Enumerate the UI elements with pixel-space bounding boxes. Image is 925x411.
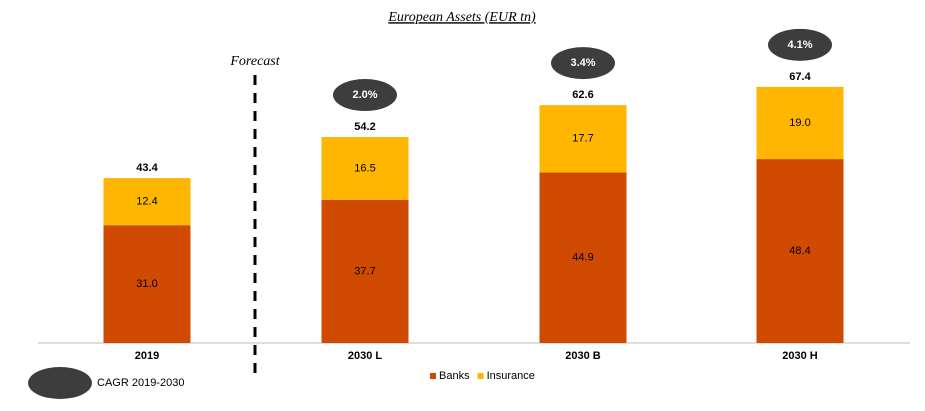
x-tick-label: 2030 B <box>565 350 601 362</box>
total-label: 54.2 <box>354 121 375 133</box>
cagr-bubble <box>333 79 397 112</box>
value-label: 37.7 <box>354 265 375 277</box>
total-label: 43.4 <box>136 162 158 174</box>
value-label: 19.0 <box>789 117 810 129</box>
x-tick-label: 2019 <box>135 350 159 362</box>
cagr-label: 4.1% <box>787 39 812 51</box>
cagr-bubble <box>551 47 615 80</box>
bar-segment <box>103 178 191 226</box>
legend-swatch <box>430 373 436 379</box>
legend-label: Insurance <box>487 370 535 382</box>
legend-label: Banks <box>439 370 470 382</box>
value-label: 31.0 <box>136 278 157 290</box>
value-label: 16.5 <box>354 162 375 174</box>
bar-segment <box>539 105 627 173</box>
value-label: 17.7 <box>572 133 593 145</box>
cagr-bubble <box>768 28 832 61</box>
total-label: 62.6 <box>572 89 593 101</box>
annotation: Forecast <box>229 54 280 69</box>
bar-segment <box>756 86 844 160</box>
cagr-label: 3.4% <box>570 57 595 69</box>
legend-swatch <box>477 373 484 379</box>
value-label: 44.9 <box>572 252 593 264</box>
x-tick-label: 2030 L <box>348 350 383 362</box>
value-label: 48.4 <box>789 245 810 257</box>
cagr-label: 2.0% <box>352 89 377 101</box>
value-label: 12.4 <box>136 196 157 208</box>
total-label: 67.4 <box>789 71 811 83</box>
bar-segment <box>103 225 191 343</box>
chart-title: European Assets (EUR tn) <box>387 10 536 25</box>
legend-label: CAGR 2019-2030 <box>97 377 184 389</box>
legend-swatch <box>28 367 92 399</box>
x-tick-label: 2030 H <box>782 350 818 362</box>
bar-segment <box>756 159 844 343</box>
bar-segment <box>321 137 409 200</box>
bar-segment <box>321 199 409 343</box>
bar-segment <box>539 172 627 343</box>
